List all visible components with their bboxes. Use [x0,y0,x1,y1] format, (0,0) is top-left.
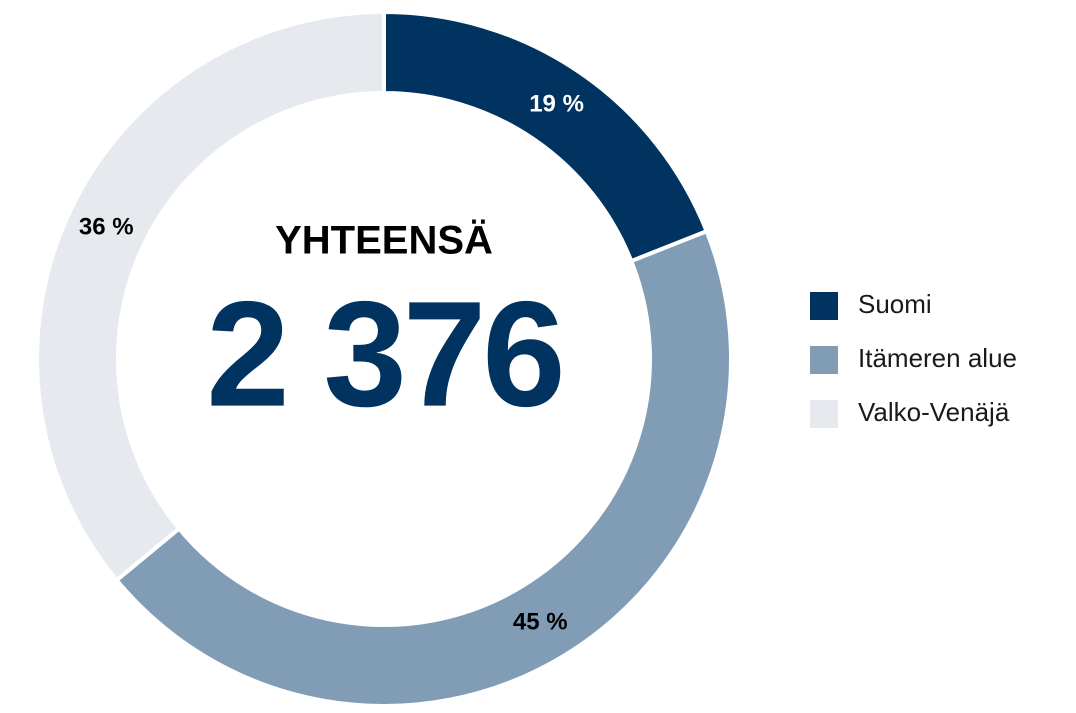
legend-swatch [810,400,838,428]
legend: Suomi Itämeren alue Valko-Venäjä [810,289,1017,428]
legend-label: Valko-Venäjä [858,397,1010,427]
value-label: 36 % [79,214,134,241]
value-label: 45 % [513,609,568,636]
value-label: 19 % [529,90,584,117]
center-total: 2 376 [206,270,561,438]
donut: 19 % 45 % 36 % [35,9,733,708]
legend-label: Itämeren alue [858,343,1017,373]
legend-swatch [810,346,838,374]
slice [113,228,733,708]
legend-label: Suomi [858,289,932,319]
center-label: YHTEENSÄ [275,219,493,263]
slice [35,9,386,584]
legend-swatch [810,292,838,320]
